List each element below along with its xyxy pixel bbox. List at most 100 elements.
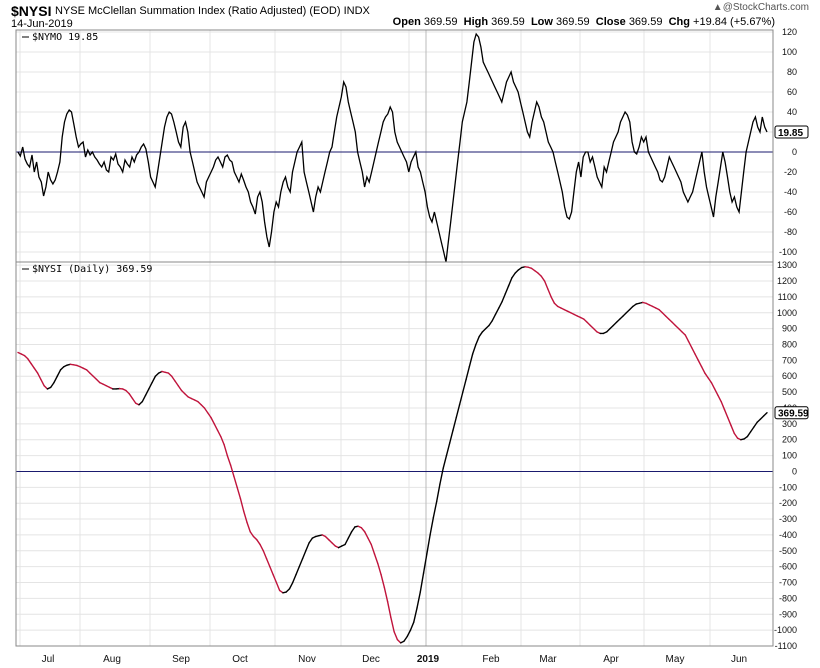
nysi-series-segment [494, 307, 500, 316]
nysi-series-segment [687, 340, 693, 349]
nysi-series-segment [239, 497, 245, 512]
nysi-series-segment [131, 397, 137, 404]
y-tick-label: -600 [779, 562, 797, 572]
nysi-series-segment [344, 537, 350, 546]
nysi-series-segment [435, 483, 441, 503]
nysi-series-segment [543, 280, 549, 290]
panel-label: $NYSI (Daily) 369.59 [32, 264, 152, 275]
low-label: Low [530, 16, 553, 28]
nysi-series-segment [458, 391, 464, 406]
nysi-series-segment [144, 388, 150, 396]
nysi-series-segment [589, 324, 595, 330]
nysi-series-segment [717, 394, 722, 403]
nysi-series-segment [377, 562, 382, 576]
nysi-series-segment [628, 305, 634, 311]
panel-frame [15, 261, 774, 647]
nysi-series-segment [50, 381, 55, 389]
x-tick-label: Dec [362, 654, 380, 665]
nysi-series-segment [697, 359, 703, 368]
y-tick-label: -900 [779, 609, 797, 619]
nysi-series-segment [200, 404, 206, 409]
y-tick-label: 0 [792, 147, 797, 157]
nysi-series-segment [223, 443, 229, 457]
nysi-series-segment [128, 393, 134, 400]
nysi-series-segment [226, 454, 232, 466]
nysi-series-segment [668, 318, 673, 323]
nysi-series-segment [449, 429, 454, 444]
nysi-series-segment [671, 321, 677, 327]
nysi-series-segment [305, 542, 310, 552]
nysi-series-segment [174, 380, 179, 387]
nysi-series-segment [43, 385, 49, 390]
x-tick-label: Jun [731, 654, 747, 665]
x-tick-label: May [666, 654, 685, 665]
y-tick-label: -700 [779, 578, 797, 588]
nysi-series-segment [92, 375, 98, 381]
y-tick-label: 700 [782, 355, 797, 365]
nysi-series-segment [615, 318, 621, 323]
nysi-series-segment [292, 573, 297, 584]
nysi-series-segment [210, 416, 215, 425]
x-tick-label: Jul [42, 654, 55, 665]
nysi-series-segment [439, 467, 444, 485]
nysi-series-segment [33, 367, 39, 374]
y-tick-label: -500 [779, 546, 797, 556]
y-tick-label: -100 [779, 247, 797, 257]
nysi-series-segment [419, 572, 425, 593]
nysi-series-segment [550, 296, 556, 304]
nysi-series-segment [504, 285, 510, 295]
y-tick-label: -40 [784, 187, 797, 197]
nysi-series-segment [252, 535, 258, 541]
nysi-series-segment [350, 526, 356, 533]
nysi-series-segment [625, 308, 631, 314]
nysi-series-segment [85, 369, 91, 374]
symbol-title: $NYSI [11, 3, 52, 19]
nysi-series-segment [269, 565, 274, 576]
y-tick-label: 60 [787, 87, 797, 97]
x-tick-label: 2019 [417, 654, 440, 665]
y-tick-label: 1300 [777, 260, 797, 270]
nysi-series-segment [727, 416, 732, 427]
nysi-series-segment [501, 293, 507, 303]
open-value: 369.59 [423, 16, 458, 28]
nysi-series-segment [298, 558, 304, 568]
nysi-series-segment [507, 277, 513, 287]
nysi-series-segment [422, 553, 428, 574]
description-text: NYSE McClellan Summation Index (Ratio Ad… [55, 5, 341, 17]
nysi-series-segment [390, 616, 395, 633]
nysi-series-segment [386, 600, 392, 619]
y-tick-label: 1000 [777, 308, 797, 318]
nysi-series-segment [661, 312, 667, 317]
nysi-series-segment [432, 500, 438, 519]
y-tick-label: 100 [782, 47, 797, 57]
low-value: 369.59 [556, 16, 590, 28]
y-tick-label: 1100 [778, 292, 797, 302]
nysi-series-segment [416, 591, 422, 609]
nysi-series-segment [167, 372, 173, 377]
nysi-series-segment [664, 315, 670, 320]
nysi-series-segment [429, 516, 435, 536]
y-tick-label: 0 [792, 466, 797, 476]
panel-label: $NYMO 19.85 [32, 32, 98, 43]
last-value-box [774, 125, 809, 139]
nysi-series-segment [426, 534, 431, 555]
nysi-series-segment [213, 423, 219, 431]
nysi-series-segment [56, 369, 62, 377]
nysi-series-segment [445, 442, 451, 457]
nysi-series-segment [308, 537, 314, 544]
nysi-series-segment [753, 421, 758, 428]
date-label: 14-Jun-2019 [11, 18, 73, 30]
nysi-series-segment [180, 389, 186, 395]
nysi-series-segment [285, 588, 291, 593]
nysi-series-segment [154, 372, 160, 377]
open-label: Open [392, 16, 421, 28]
nysi-series-segment [249, 531, 255, 538]
x-tick-label: Oct [232, 654, 248, 665]
nysi-series-segment [396, 638, 402, 644]
nysi-series-segment [236, 486, 242, 500]
nysi-series-segment [233, 475, 238, 489]
y-tick-label: 300 [782, 419, 797, 429]
y-tick-label: -1100 [775, 641, 797, 651]
nysi-series-segment [360, 527, 366, 533]
nysi-series-segment [207, 412, 212, 419]
